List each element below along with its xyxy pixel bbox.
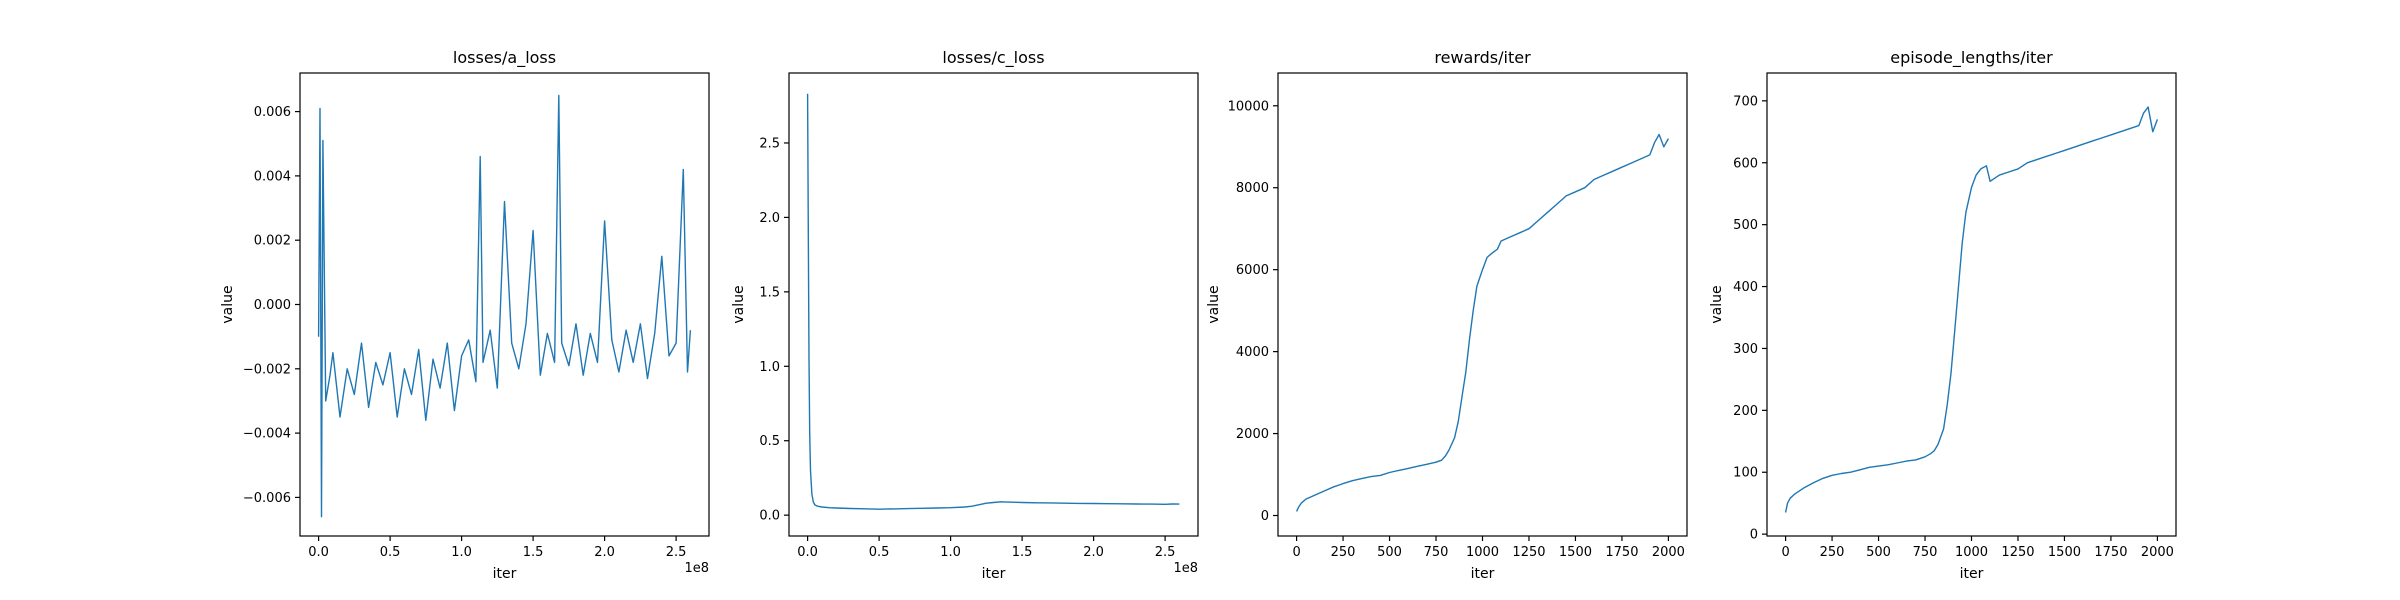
subplot-1: 0.0 0.5 1.0 1.5 2.0 2.5 −0.006 −0.004 −0.002 0.00…: [220, 48, 710, 582]
x-tick-label: 0.5: [869, 545, 890, 560]
y-tick-label: −0.004: [243, 427, 291, 442]
y-tick-label: 10000: [1228, 99, 1269, 114]
x-axis-label: iter: [1471, 566, 1495, 582]
chart-title: losses/c_loss: [942, 48, 1044, 68]
y-axis-label: value: [1709, 285, 1725, 323]
y-tick-label: 600: [1733, 156, 1758, 171]
y-tick-label: 0: [1750, 528, 1758, 543]
x-tick-label: 1.5: [1012, 545, 1033, 560]
y-tick-label: 4000: [1236, 345, 1269, 360]
y-tick-label: −0.002: [243, 362, 291, 377]
x-tick-label: 0: [1292, 545, 1300, 560]
y-tick-label: 0.002: [254, 234, 291, 249]
y-tick-label: 100: [1733, 466, 1758, 481]
chart-title: rewards/iter: [1434, 48, 1531, 67]
x-tick-label: 1.5: [523, 545, 544, 560]
y-tick-label: 1.5: [759, 285, 780, 300]
y-tick-label: 6000: [1236, 263, 1269, 278]
x-tick-label: 1750: [1605, 545, 1638, 560]
y-axis-label: value: [1206, 285, 1222, 323]
y-tick-label: 2.5: [759, 136, 780, 151]
x-tick-label: 1000: [1466, 545, 1499, 560]
y-axis-label: value: [731, 285, 747, 323]
x-tick-label: 0.0: [308, 545, 329, 560]
y-tick-label: 0.5: [759, 434, 780, 449]
x-tick-label: 1500: [2048, 545, 2081, 560]
x-tick-label: 2.0: [594, 545, 615, 560]
x-tick-label: 2000: [2141, 545, 2174, 560]
x-offset-text: 1e8: [1173, 561, 1198, 576]
x-tick-label: 250: [1820, 545, 1845, 560]
subplot-4: 0 250 500 750 1000 1250 1500 1750 2000 0 100 200 300…: [1709, 48, 2177, 582]
x-tick-label: 750: [1424, 545, 1449, 560]
y-tick-label: 0.004: [254, 169, 291, 184]
x-tick-label: 2000: [1652, 545, 1685, 560]
x-tick-label: 1500: [1559, 545, 1592, 560]
y-tick-label: 500: [1733, 218, 1758, 233]
x-tick-label: 0.0: [797, 545, 818, 560]
x-tick-label: 1000: [1955, 545, 1988, 560]
y-tick-label: 0: [1261, 509, 1269, 524]
y-tick-label: 200: [1733, 404, 1758, 419]
x-tick-label: 0.5: [380, 545, 401, 560]
series-line: [1295, 133, 1670, 512]
series-line: [317, 94, 692, 518]
series-line: [806, 93, 1180, 510]
x-tick-label: 750: [1913, 545, 1938, 560]
y-tick-label: 300: [1733, 342, 1758, 357]
subplots: 0.0 0.5 1.0 1.5 2.0 2.5−0.006−0.004−0.0020.00…: [220, 48, 2177, 582]
x-tick-label: 1.0: [940, 545, 961, 560]
y-tick-label: 2.0: [759, 211, 780, 226]
y-axis-label: value: [220, 285, 236, 323]
x-tick-label: 500: [1866, 545, 1891, 560]
y-tick-label: 1.0: [759, 360, 780, 375]
chart-title: episode_lengths/iter: [1890, 48, 2053, 68]
y-tick-label: 0.0: [759, 509, 780, 524]
subplot-3: 0 250 500 750 1000 1250 1500 1750 2000 0 2000 4000 6…: [1206, 48, 1688, 582]
x-tick-label: 2.5: [1155, 545, 1176, 560]
x-tick-label: 1750: [2094, 545, 2127, 560]
x-tick-label: 2.5: [666, 545, 687, 560]
series-line: [1784, 106, 2159, 513]
x-tick-label: 250: [1331, 545, 1356, 560]
y-tick-label: 2000: [1236, 427, 1269, 442]
x-axis-label: iter: [493, 566, 517, 582]
y-tick-label: 0.006: [254, 105, 291, 120]
axes-frame: [788, 72, 1199, 537]
x-axis-label: iter: [1960, 566, 1984, 582]
x-tick-label: 500: [1377, 545, 1402, 560]
x-offset-text: 1e8: [684, 561, 709, 576]
y-tick-label: −0.006: [243, 491, 291, 506]
x-tick-label: 0: [1781, 545, 1789, 560]
x-tick-label: 1.0: [451, 545, 472, 560]
y-tick-label: 700: [1733, 94, 1758, 109]
subplot-2: 0.0 0.5 1.0 1.5 2.0 2.5 0.0 0.5 1.0 1.5 2.0 2.5 loss…: [731, 48, 1199, 582]
x-tick-label: 1250: [1512, 545, 1545, 560]
y-tick-label: 400: [1733, 280, 1758, 295]
x-axis-label: iter: [982, 566, 1006, 582]
x-tick-label: 1250: [2001, 545, 2034, 560]
y-tick-label: 8000: [1236, 181, 1269, 196]
y-tick-label: 0.000: [254, 298, 291, 313]
x-tick-label: 2.0: [1083, 545, 1104, 560]
chart-title: losses/a_loss: [453, 48, 556, 68]
